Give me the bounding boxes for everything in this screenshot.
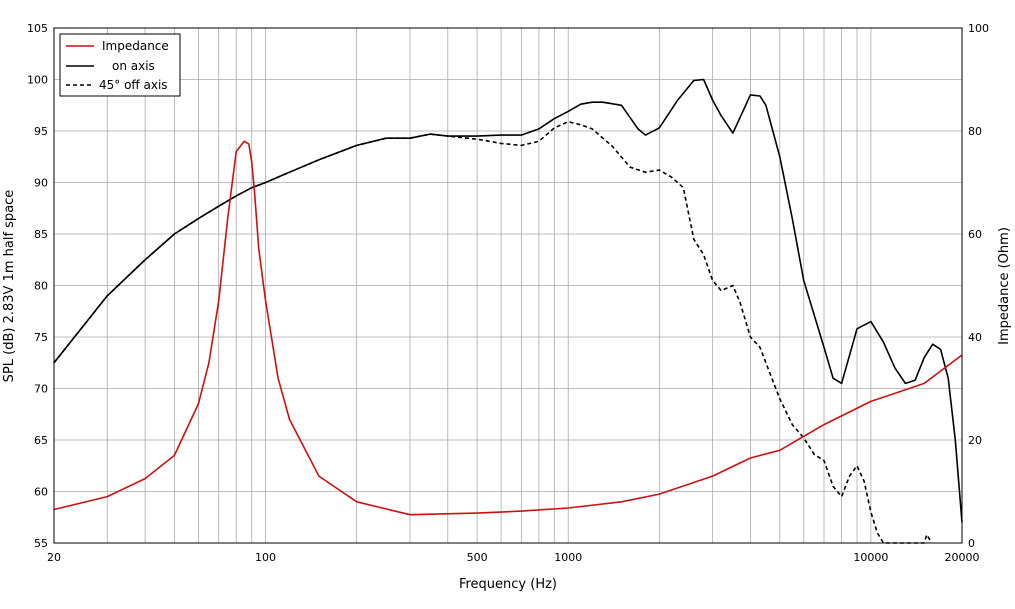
legend-label-on-axis: on axis <box>112 59 155 73</box>
series-impedance-line <box>53 140 963 516</box>
x-tick-label: 20 <box>47 551 61 564</box>
x-tick-label: 20000 <box>945 551 980 564</box>
y-right-tick-label: 20 <box>968 434 982 447</box>
y-left-tick-label: 65 <box>34 434 48 447</box>
tick-layer: 20 100 500 1000 10000 20000556065707580859095… <box>27 22 989 564</box>
y-right-tick-label: 40 <box>968 331 982 344</box>
y-left-axis-title: SPL (dB) 2.83V 1m half space <box>2 190 17 383</box>
series-on-axis-line <box>53 78 963 523</box>
y-left-tick-label: 85 <box>34 228 48 241</box>
x-axis-title: Frequency (Hz) <box>459 577 557 592</box>
plot-frame <box>53 27 963 544</box>
series-layer <box>53 78 963 544</box>
series-off-axis-line <box>53 120 933 544</box>
x-tick-label: 10000 <box>853 551 888 564</box>
y-left-tick-label: 95 <box>34 125 48 138</box>
y-left-tick-label: 105 <box>27 22 48 35</box>
x-tick-label: 500 <box>467 551 488 564</box>
y-left-tick-label: 70 <box>34 383 48 396</box>
x-tick-label: 1000 <box>554 551 582 564</box>
legend-label-impedance: Impedance <box>102 39 169 53</box>
y-left-tick-label: 100 <box>27 74 48 87</box>
y-left-tick-label: 75 <box>34 331 48 344</box>
legend: Impedance on axis 45° off axis <box>59 33 181 97</box>
y-right-tick-label: 60 <box>968 228 982 241</box>
y-right-axis-title: Impedance (Ohm) <box>997 227 1012 345</box>
legend-label-off-axis: 45° off axis <box>99 78 168 92</box>
x-tick-label: 100 <box>255 551 276 564</box>
y-left-tick-label: 80 <box>34 280 48 293</box>
y-right-tick-label: 100 <box>968 22 989 35</box>
y-left-tick-label: 55 <box>34 537 48 550</box>
grid-layer <box>54 28 962 543</box>
y-left-tick-label: 60 <box>34 486 48 499</box>
y-left-tick-label: 90 <box>34 177 48 190</box>
y-right-tick-label: 0 <box>968 537 975 550</box>
y-right-tick-label: 80 <box>968 125 982 138</box>
